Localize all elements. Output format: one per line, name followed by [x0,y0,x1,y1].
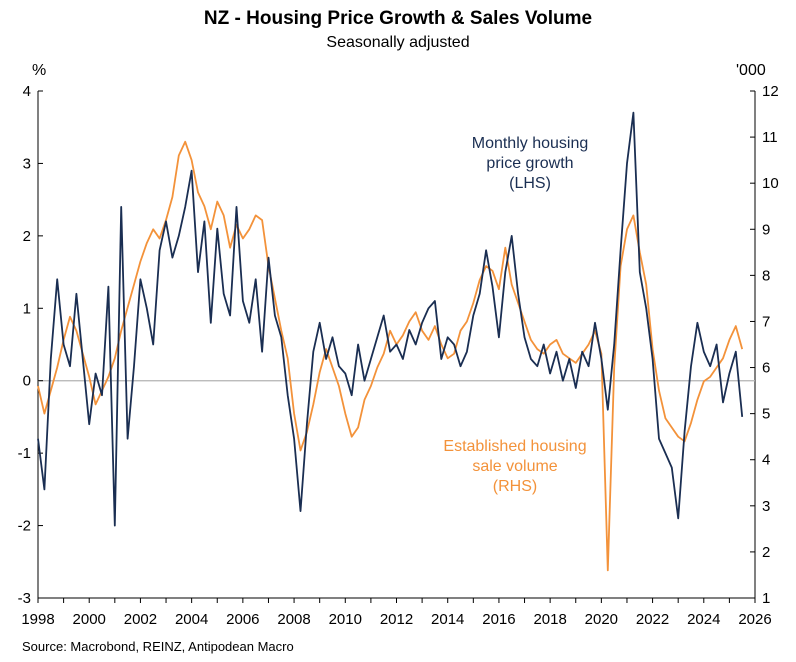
price-annotation-line1: Monthly housing [471,135,589,152]
right-tick-label: 5 [762,406,770,423]
x-tick-label: 2002 [124,611,157,628]
x-tick-label: 2000 [73,611,106,628]
right-tick-label: 10 [762,175,779,192]
volume-annotation-line2: sale volume [472,458,558,475]
left-tick-label: -1 [18,445,31,462]
left-tick-label: 4 [23,83,31,100]
right-tick-label: 11 [762,129,778,146]
axes-layer [37,90,756,603]
x-tick-label: 2008 [277,611,310,628]
x-tick-label: 2022 [636,611,669,628]
chart-title: NZ - Housing Price Growth & Sales Volume [203,8,593,29]
volume-annotation-line1: Established housing [443,438,587,455]
x-tick-label: 2020 [585,611,618,628]
source-note: Source: Macrobond, REINZ, Antipodean Mac… [22,639,294,654]
x-tick-label: 2018 [533,611,566,628]
x-tick-label: 2014 [431,611,464,628]
x-tick-label: 2006 [226,611,259,628]
series-layer [37,111,744,572]
price-annotation-line3: (LHS) [509,175,551,192]
x-tick-label: 2010 [329,611,362,628]
x-tick-label: 2024 [687,611,720,628]
left-tick-label: 1 [23,300,31,317]
right-tick-label: 3 [762,498,770,515]
x-tick-label: 2016 [482,611,515,628]
left-tick-label: 3 [23,155,31,172]
x-tick-label: 2012 [380,611,413,628]
right-tick-label: 1 [762,590,770,607]
x-tick-label: 2004 [175,611,208,628]
left-tick-label: 0 [23,373,31,390]
right-tick-label: 4 [762,452,770,469]
right-axis-unit: '000 [736,62,766,79]
chart-subtitle: Seasonally adjusted [326,34,470,51]
price-growth-line [37,111,744,527]
price-annotation: Monthly housing price growth (LHS) [440,134,620,194]
right-tick-label: 6 [762,360,770,377]
volume-annotation: Established housing sale volume (RHS) [425,437,605,497]
sales-volume-line [37,140,744,572]
price-annotation-line2: price growth [486,155,574,172]
left-axis-unit: % [32,62,47,79]
right-tick-label: 2 [762,544,770,561]
left-tick-label: -3 [18,590,31,607]
right-tick-label: 7 [762,313,770,330]
left-tick-label: 2 [23,228,31,245]
x-tick-label: 2026 [738,611,771,628]
right-tick-label: 9 [762,221,770,238]
x-tick-label: 1998 [21,611,54,628]
volume-annotation-line3: (RHS) [492,478,538,495]
right-tick-label: 12 [762,83,779,100]
left-tick-label: -2 [18,518,31,535]
right-tick-label: 8 [762,267,770,284]
